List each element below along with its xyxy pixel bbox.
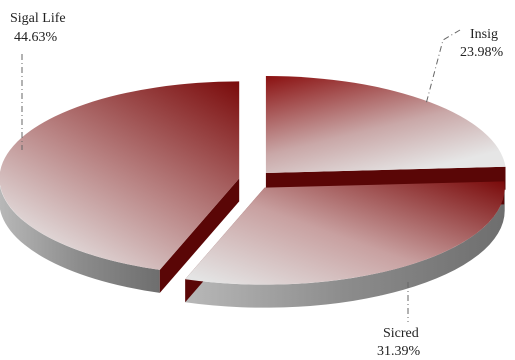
- pie-slice-side-sicred: [185, 187, 505, 308]
- pie-slice-top-insig: [265, 75, 506, 173]
- pie-slice-top-sigal: [0, 81, 240, 270]
- slice-label-sicred-name: Sicred: [383, 326, 419, 341]
- pie-slice-insig: [265, 75, 506, 196]
- slice-label-sigal-value: 44.63%: [14, 30, 58, 45]
- pie-slice-top-sicred: [185, 181, 505, 285]
- leader-line-insig: [425, 29, 461, 105]
- slice-label-sicred-value: 31.39%: [377, 344, 421, 359]
- pie-slice-sigal: [0, 81, 240, 293]
- slice-label-insig-value: 23.98%: [460, 45, 504, 60]
- slice-label-sigal-name: Sigal Life: [10, 11, 66, 26]
- slice-label-insig-name: Insig: [470, 27, 498, 42]
- pie-slices: [0, 75, 506, 308]
- pie-slice-sicred: [185, 181, 505, 308]
- pie-slice-side-sigal: [0, 185, 160, 293]
- pie-slice-wall-sigal-0: [159, 178, 240, 293]
